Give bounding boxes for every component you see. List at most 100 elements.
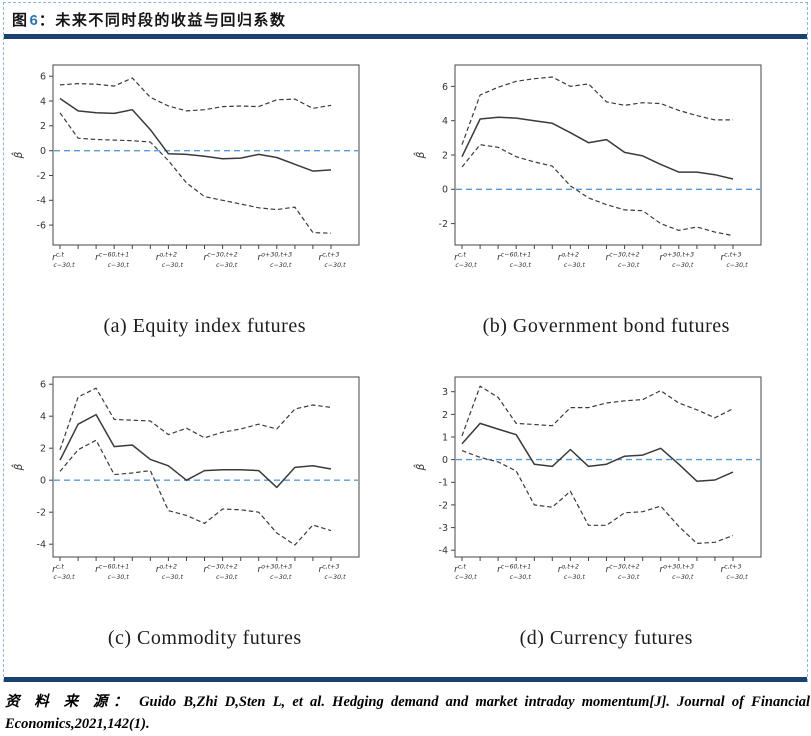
source-note: 资 料 来 源： Guido B,Zhi D,Sten L, et al. Hed…: [0, 682, 811, 736]
x-tick-label-sup: ro,t+2: [557, 251, 578, 264]
chart-a-canvas: -6 -4 -2 0 2 4 6 β̂ rc,t c−30,t rc−60,t+1 c−30,t ro,…: [7, 53, 402, 303]
y-axis-label: β̂: [413, 463, 427, 471]
upper-confidence-band-line: [59, 387, 332, 450]
x-tick-label-sup: rc,t+3: [720, 251, 741, 264]
chart-c-caption: (c) Commodity futures: [107, 627, 302, 649]
y-axis-label: β̂: [413, 151, 427, 159]
y-tick-label: 4: [442, 116, 448, 127]
x-tick-label-sup: ro,t+2: [557, 563, 578, 576]
chart-svg: -4-20246β̂rc,tc−30,trc−60,t+1c−30,tro,t+…: [11, 376, 360, 581]
x-tick-label-sub: c−30,t: [564, 261, 586, 269]
x-tick-label-sub: c−30,t: [726, 573, 748, 581]
x-tick-label-sup: ro,t+2: [156, 563, 177, 576]
plot-border: [52, 376, 360, 558]
chart-svg: -20246β̂rc,tc−30,trc−60,t+1c−30,tro,t+2c…: [413, 64, 762, 269]
chart-c-canvas: -4 -2 0 2 4 6 β̂ rc,t c−30,t rc−60,t+1 c−30,t ro,t+…: [7, 365, 402, 615]
beta-estimate-line: [59, 97, 332, 172]
x-tick-label-sub: c−30,t: [672, 261, 694, 269]
y-tick-label: 2: [442, 410, 448, 421]
y-tick-label: -2: [37, 508, 46, 519]
y-axis-label: β̂: [11, 463, 25, 471]
y-tick-label: 1: [442, 432, 448, 443]
x-tick-label-sub: c−30,t: [509, 261, 531, 269]
y-tick-label: 2: [40, 121, 46, 132]
y-tick-label: 0: [442, 185, 448, 196]
y-tick-label: 4: [40, 412, 46, 423]
charts-grid: -6 -4 -2 0 2 4 6 β̂ rc,t c−30,t rc−60,t+1 c−30,t ro,…: [4, 39, 807, 677]
y-tick-label: 6: [442, 82, 448, 93]
x-tick-label-sub: c−30,t: [108, 573, 130, 581]
x-tick-label-sup: rc−30,t+2: [605, 563, 639, 576]
y-tick-label: -2: [438, 219, 447, 230]
plot-border: [454, 376, 762, 558]
lower-confidence-band-line: [461, 144, 733, 237]
chart-b-government-bond-futures: -2 0 2 4 6 β̂ rc,t c−30,t rc−60,t+1 c−30,t ro,t+2 c…: [406, 53, 808, 365]
source-citation: Guido B,Zhi D,Sten L, et al. Hedging dem…: [5, 694, 811, 733]
x-tick-label-sub: c−30,t: [54, 261, 76, 269]
x-tick-label-sub: c−30,t: [54, 573, 76, 581]
chart-b-canvas: -2 0 2 4 6 β̂ rc,t c−30,t rc−60,t+1 c−30,t ro,t+2 c…: [409, 53, 804, 303]
x-tick-label-sup: ro+30,t+3: [258, 563, 293, 576]
figure-label: 图: [12, 12, 29, 29]
beta-estimate-line: [461, 116, 733, 180]
y-tick-label: -4: [37, 540, 46, 551]
y-tick-label: -4: [37, 196, 46, 207]
x-tick-label-sup: rc−60,t+1: [497, 251, 531, 264]
y-tick-label: 2: [40, 444, 46, 455]
y-tick-label: 0: [442, 455, 448, 466]
chart-c-commodity-futures: -4 -2 0 2 4 6 β̂ rc,t c−30,t rc−60,t+1 c−30,t ro,t+…: [4, 365, 406, 677]
figure-colon: ：: [38, 12, 56, 29]
title-divider-bar: [4, 34, 807, 39]
x-tick-label-sup: rc−30,t+2: [605, 251, 639, 264]
x-tick-label-sup: rc−30,t+2: [204, 251, 238, 264]
chart-a-equity-index-futures: -6 -4 -2 0 2 4 6 β̂ rc,t c−30,t rc−60,t+1 c−30,t ro,…: [4, 53, 406, 365]
lower-confidence-band-line: [59, 439, 332, 546]
x-tick-label-sup: ro+30,t+3: [258, 251, 293, 264]
beta-estimate-line: [461, 422, 734, 482]
lower-confidence-band-line: [461, 450, 733, 544]
y-tick-label: -2: [37, 171, 46, 182]
x-tick-label-sub: c−30,t: [162, 261, 184, 269]
x-tick-label-sup: ro+30,t+3: [659, 251, 694, 264]
x-tick-label-sub: c−30,t: [216, 261, 238, 269]
upper-confidence-band-line: [60, 77, 332, 112]
y-tick-label: 4: [40, 96, 46, 107]
x-tick-label-sub: c−30,t: [216, 573, 238, 581]
upper-confidence-band-line: [461, 385, 734, 437]
y-tick-label: 6: [40, 72, 46, 83]
y-tick-label: -3: [438, 523, 447, 534]
x-tick-label-sub: c−30,t: [162, 573, 184, 581]
chart-a-caption: (a) Equity index futures: [103, 315, 306, 337]
x-tick-label-sub: c−30,t: [509, 573, 531, 581]
x-tick-label-sup: rc,t: [52, 563, 64, 576]
y-tick-label: 6: [40, 380, 46, 391]
chart-svg: -4-3-2-10123β̂rc,tc−30,trc−60,t+1c−30,tr…: [413, 376, 762, 581]
y-axis-label: β̂: [11, 151, 25, 159]
figure-number: 6: [29, 12, 38, 29]
plot-border: [52, 64, 360, 246]
chart-svg: -6-4-20246β̂rc,tc−30,trc−60,t+1c−30,tro,…: [11, 64, 360, 269]
x-tick-label-sub: c−30,t: [618, 573, 640, 581]
chart-d-currency-futures: -4 -3 -2 -1 0 1 2 3 β̂ rc,t c−30,t rc−60,t+1 c−30,t r…: [406, 365, 808, 677]
source-label: 资 料 来 源：: [5, 694, 134, 710]
x-tick-label-sub: c−30,t: [270, 573, 292, 581]
plot-border: [454, 64, 762, 246]
y-tick-label: -4: [438, 546, 447, 557]
figure-bottom-bar: [4, 677, 807, 682]
x-tick-label-sup: rc−60,t+1: [497, 563, 531, 576]
x-tick-label-sup: ro+30,t+3: [659, 563, 694, 576]
x-tick-label-sup: rc,t: [52, 251, 64, 264]
x-tick-label-sup: rc−60,t+1: [95, 563, 129, 576]
figure-frame: 图6：未来不同时段的收益与回归系数 -6 -4 -2 0 2 4 6 β̂ rc,t c−30,t…: [3, 2, 808, 682]
y-tick-label: -1: [438, 478, 447, 489]
x-tick-label-sup: rc−30,t+2: [204, 563, 238, 576]
x-tick-label-sup: rc,t+3: [319, 251, 340, 264]
y-tick-label: -6: [37, 221, 46, 232]
x-tick-label-sup: ro,t+2: [156, 251, 177, 264]
x-tick-label-sub: c−30,t: [108, 261, 130, 269]
figure-title-text: 未来不同时段的收益与回归系数: [55, 12, 287, 29]
x-tick-label-sub: c−30,t: [455, 261, 477, 269]
x-tick-label-sup: rc,t: [454, 251, 466, 264]
y-tick-label: 3: [442, 387, 448, 398]
